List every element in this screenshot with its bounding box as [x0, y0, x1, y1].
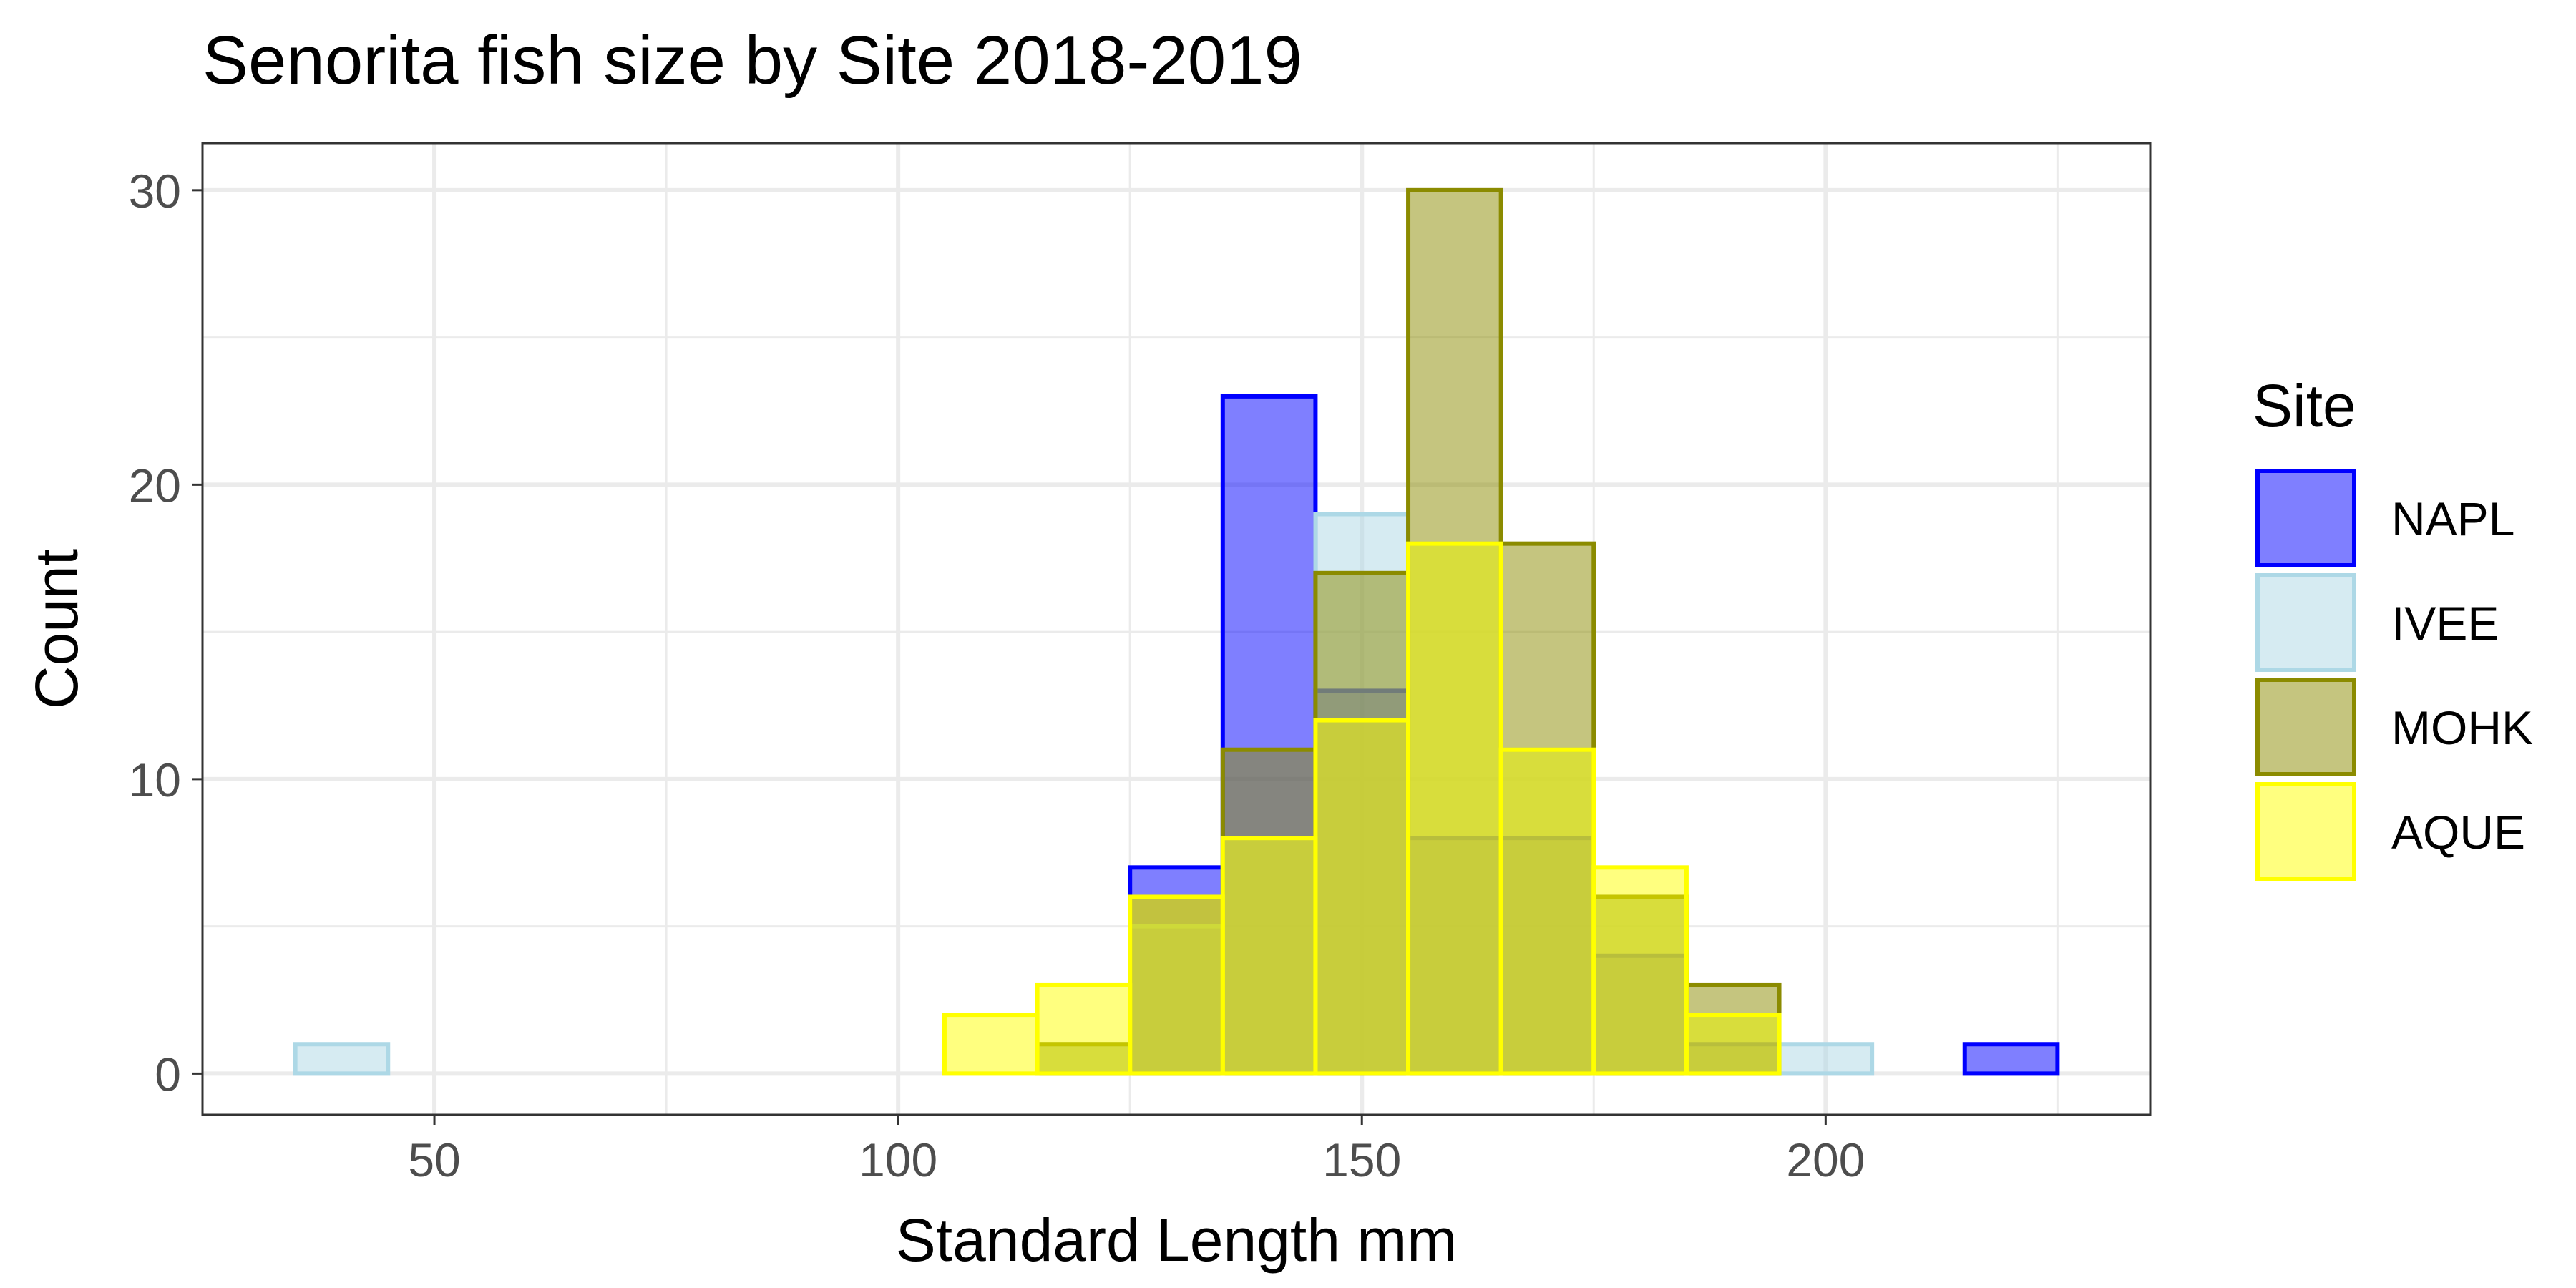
legend-key-mohk — [2255, 678, 2356, 776]
bar-aque-170 — [1498, 747, 1596, 1076]
bar-ivee-40 — [293, 1042, 391, 1076]
x-axis-title: Standard Length mm — [896, 1206, 1457, 1274]
legend-label-mohk: MOHK — [2391, 701, 2533, 754]
legend-label-ivee: IVEE — [2391, 597, 2499, 650]
x-tick-label: 100 — [859, 1133, 937, 1186]
legend-label-aque: AQUE — [2391, 806, 2525, 859]
bars — [293, 187, 2060, 1076]
bar-napl-220 — [1962, 1042, 2060, 1076]
legend-label-napl: NAPL — [2391, 492, 2514, 545]
bar-aque-120 — [1035, 982, 1133, 1076]
x-tick-label: 200 — [1786, 1133, 1865, 1186]
legend-key-aque — [2255, 782, 2356, 881]
plot-panel-border — [201, 142, 2152, 1116]
y-axis: 0 10 20 30 — [129, 165, 203, 1101]
legend-items: NAPL IVEE MOHK AQUE — [2255, 469, 2533, 881]
y-axis-title: Count — [23, 549, 90, 709]
legend: Site NAPL IVEE MOHK AQUE — [2253, 372, 2533, 881]
y-tick-label: 10 — [129, 753, 181, 806]
x-tick-label: 50 — [408, 1133, 460, 1186]
bar-aque-130 — [1128, 894, 1225, 1076]
y-tick-label: 30 — [129, 165, 181, 218]
y-tick-label: 20 — [129, 459, 181, 512]
bar-aque-190 — [1684, 1013, 1782, 1076]
x-tick-label: 150 — [1322, 1133, 1401, 1186]
series-aque — [942, 541, 1782, 1076]
bar-aque-110 — [942, 1013, 1040, 1076]
chart-title: Senorita fish size by Site 2018-2019 — [203, 22, 1302, 99]
legend-key-ivee — [2255, 573, 2356, 672]
bar-aque-140 — [1220, 836, 1318, 1076]
bar-ivee-200 — [1777, 1042, 1875, 1076]
bar-aque-150 — [1313, 718, 1411, 1076]
bar-aque-180 — [1591, 865, 1689, 1076]
y-tick-label: 0 — [155, 1048, 181, 1101]
legend-key-napl — [2255, 469, 2356, 567]
legend-title: Site — [2253, 372, 2356, 439]
bar-aque-160 — [1406, 541, 1503, 1076]
x-axis: 50 100 150 200 — [408, 1115, 1865, 1186]
